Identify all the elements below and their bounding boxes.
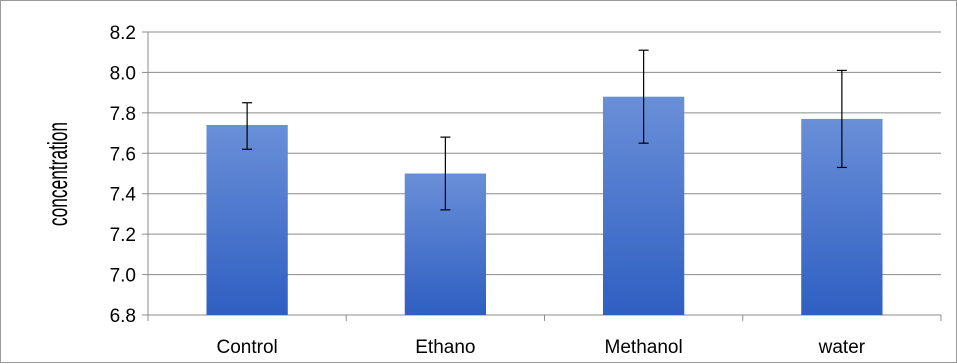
y-tick-label: 7.4 bbox=[110, 185, 137, 206]
error-bar-ethano bbox=[440, 136, 451, 211]
x-category-label: Methanol bbox=[605, 337, 683, 358]
x-category-label: Ethano bbox=[415, 337, 475, 358]
y-tick-label: 6.8 bbox=[110, 306, 136, 327]
error-bar-water bbox=[836, 69, 847, 169]
x-category-label: Control bbox=[217, 337, 278, 358]
bars bbox=[206, 96, 883, 316]
bar-control bbox=[206, 124, 288, 315]
y-tick-label: 8.0 bbox=[110, 63, 136, 84]
y-tick-label: 7.6 bbox=[110, 144, 136, 165]
y-axis-title: concentration bbox=[42, 122, 73, 226]
x-category-label: water bbox=[818, 337, 866, 358]
labels: 6.8 7.0 7.2 7.4 7.6 7.8 8.0 8.2 Control Ethano Met… bbox=[110, 23, 866, 358]
y-tick-label: 8.2 bbox=[110, 23, 136, 44]
y-tick-label: 7.0 bbox=[110, 266, 136, 287]
error-bar-methanol bbox=[638, 49, 649, 144]
y-tick-label: 7.2 bbox=[110, 225, 136, 246]
error-bar-control bbox=[242, 102, 253, 150]
error-bars bbox=[242, 49, 847, 211]
y-tick-label: 7.8 bbox=[110, 104, 136, 125]
